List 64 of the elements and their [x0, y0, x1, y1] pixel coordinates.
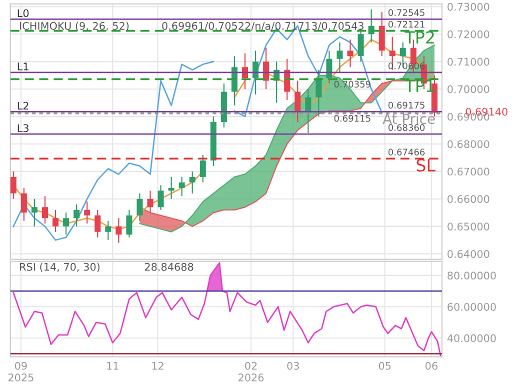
candlestick — [189, 170, 196, 194]
ref-line-label: L2 — [18, 102, 28, 110]
candlestick — [252, 50, 259, 96]
candlestick — [347, 39, 354, 68]
annotation: 0.72545 — [388, 9, 424, 16]
ref-line-label: L1 — [18, 62, 28, 70]
text: ICHIMOKU (9, 26, 52) — [20, 22, 129, 32]
line-series — [12, 262, 442, 356]
candlestick — [10, 170, 16, 200]
candlestick — [52, 209, 59, 232]
chart-title: RSI (14, 70, 30) — [20, 262, 100, 272]
y-tick-label: 0.65000 — [448, 222, 490, 230]
candlestick — [74, 204, 80, 227]
candlestick — [326, 50, 332, 84]
y-tick-label: 0.67000 — [448, 168, 490, 176]
candlestick — [31, 198, 38, 227]
y-tick-label: 0.68000 — [448, 140, 490, 148]
candlestick — [316, 69, 322, 118]
annotation: 0.67466 — [388, 148, 425, 156]
y-tick-label: 0.71000 — [448, 58, 490, 66]
candlestick — [116, 218, 122, 244]
candlestick — [105, 220, 112, 241]
x-tick-label: 02 2026 — [238, 362, 264, 382]
candlestick — [305, 88, 312, 134]
ref-line-label: At Price — [382, 113, 435, 124]
candlestick — [178, 176, 185, 197]
candlestick — [20, 187, 27, 222]
candlestick — [294, 80, 301, 123]
x-tick-label: 09 2025 — [8, 362, 34, 382]
y-tick-label: 40.00000 — [447, 334, 496, 342]
y-tick-label: 60.00000 — [448, 302, 496, 311]
text: 0.69961/0.70522/n/a/0.71713/0.70543 — [162, 22, 364, 31]
candlestick — [147, 190, 154, 214]
ref-line-label: TP2 — [404, 31, 434, 44]
x-tick-label: 06 — [426, 362, 438, 370]
candlestick — [336, 42, 343, 74]
y-tick-label: 0.72000 — [448, 30, 490, 38]
annotation: 0.69115 — [334, 114, 370, 122]
candlestick — [63, 212, 70, 236]
annotation: 0.72121 — [388, 20, 424, 28]
x-tick-label: 11 — [107, 362, 118, 370]
candlestick — [200, 154, 206, 183]
candlestick — [42, 196, 48, 224]
y-tick-label: 0.66000 — [448, 195, 490, 204]
ref-line-label: L3 — [18, 124, 28, 132]
x-tick-label: 03 — [287, 362, 299, 370]
candlestick — [158, 184, 164, 210]
candlestick — [126, 209, 132, 238]
x-tick-label: 05 — [378, 362, 391, 370]
y-tick-label: 80.00000 — [448, 272, 496, 280]
y-tick-label: 0.64000 — [448, 250, 490, 258]
chart-subtitle: 28.84688 — [144, 262, 194, 271]
y-tick-label: 0.70000 — [448, 85, 490, 94]
ref-line-label: L0 — [18, 9, 29, 18]
candlestick — [84, 201, 90, 224]
annotation: 0.69175 — [388, 102, 424, 109]
x-tick-label: 12 — [152, 362, 164, 370]
candlestick — [168, 176, 174, 200]
candlestick — [94, 209, 101, 238]
y-tick-label: 0.73000 — [448, 2, 490, 11]
ref-line-label: SL — [416, 158, 436, 172]
candlestick — [136, 192, 143, 222]
annotation: 0.68360 — [388, 124, 425, 131]
candlestick — [263, 47, 270, 90]
